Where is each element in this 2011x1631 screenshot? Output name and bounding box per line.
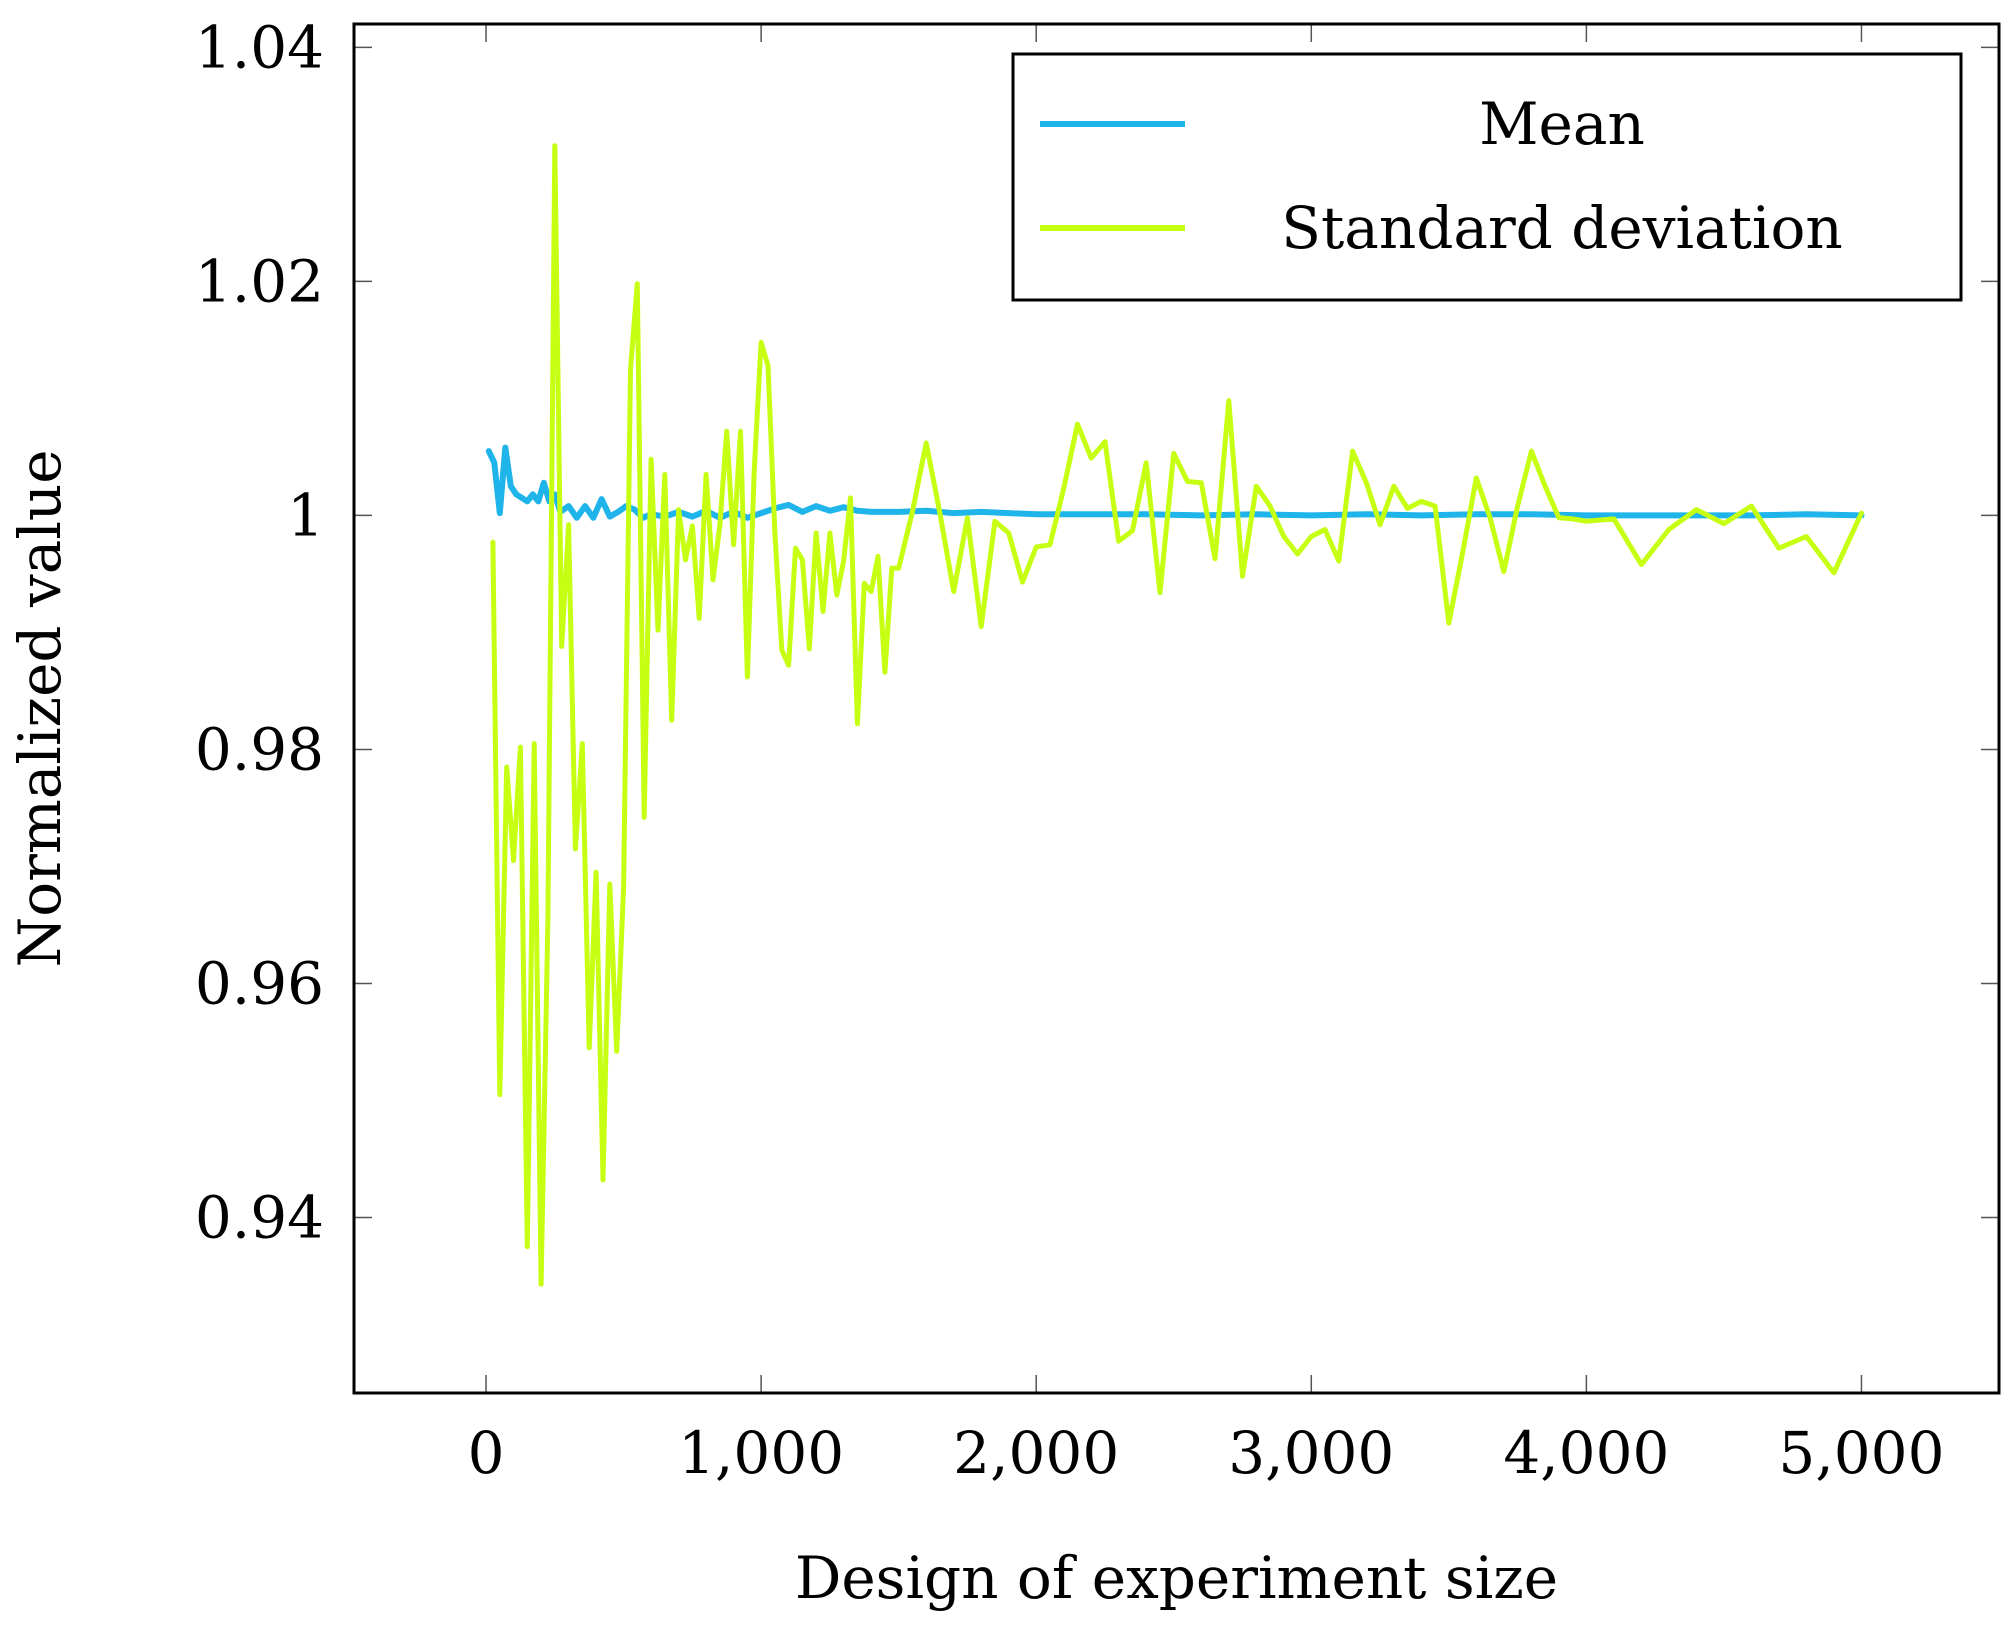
x-tick-label: 1,000 xyxy=(678,1419,844,1487)
x-tick-label: 0 xyxy=(468,1419,505,1487)
legend: Mean Standard deviation xyxy=(1011,52,1963,302)
series-layer xyxy=(485,143,1865,1287)
y-tick-label: 0.96 xyxy=(195,949,324,1017)
x-tick-label: 5,000 xyxy=(1778,1419,1944,1487)
x-axis-label: Design of experiment size xyxy=(795,1544,1558,1612)
y-tick-label: 1 xyxy=(287,481,324,549)
axis-ticks xyxy=(354,24,1999,1393)
legend-label-standard-deviation: Standard deviation xyxy=(1281,194,1842,262)
y-tick-label: 0.94 xyxy=(195,1183,324,1251)
y-tick-label: 1.02 xyxy=(195,247,324,315)
x-tick-label: 3,000 xyxy=(1228,1419,1394,1487)
standard-deviation-series-line xyxy=(490,143,1864,1287)
y-tick-label: 1.04 xyxy=(195,13,324,81)
x-tick-label: 2,000 xyxy=(953,1419,1119,1487)
legend-box xyxy=(1011,52,1963,302)
plot-area-frame xyxy=(352,22,2001,1395)
x-tick-label: 4,000 xyxy=(1503,1419,1669,1487)
y-axis-label: Normalized value xyxy=(6,449,74,967)
legend-label-mean: Mean xyxy=(1479,90,1645,158)
tick-labels: 0 1,000 2,000 3,000 4,000 5,000 0.94 0.96 0.98 1 1… xyxy=(195,13,1945,1487)
y-tick-label: 0.98 xyxy=(195,715,324,783)
